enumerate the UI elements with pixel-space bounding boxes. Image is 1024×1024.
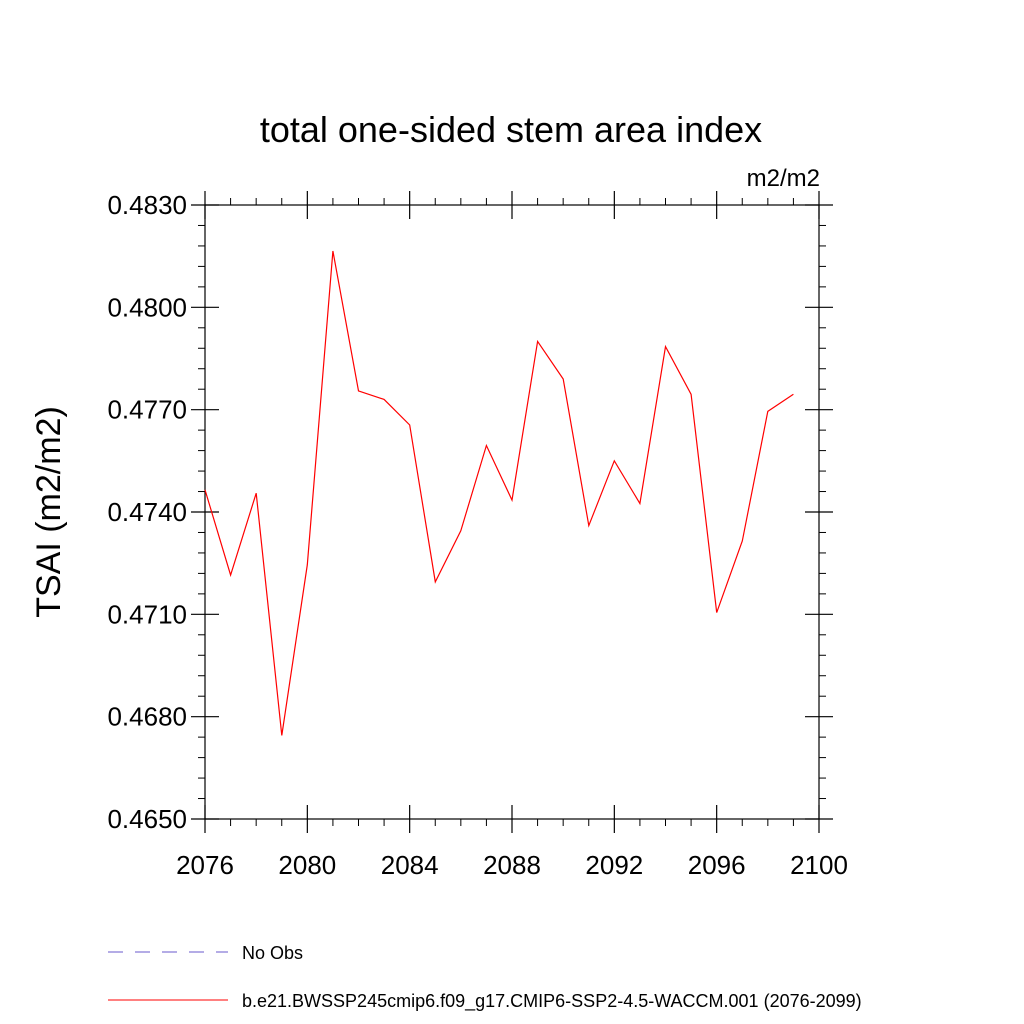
series-layer [204,250,794,736]
units-label: m2/m2 [747,165,820,192]
legend-label: No Obs [242,943,303,963]
y-tick-label: 0.4740 [107,497,187,527]
y-tick-label: 0.4800 [107,292,187,322]
series-line [204,250,794,736]
y-axis-label: TSAI (m2/m2) [30,406,68,618]
y-tick-label: 0.4830 [107,190,187,220]
x-axis: 2076 2080 2084 2088 2092 2096 2100 [176,191,848,880]
x-tick-label: 2076 [176,850,234,880]
y-tick-label: 0.4680 [107,702,187,732]
legend-label: b.e21.BWSSP245cmip6.f09_g17.CMIP6-SSP2-4… [242,991,862,1012]
x-tick-label: 2088 [483,850,541,880]
x-tick-label: 2092 [585,850,643,880]
x-tick-label: 2080 [278,850,336,880]
y-tick-label: 0.4710 [107,599,187,629]
chart-title: total one-sided stem area index [260,109,762,150]
x-tick-label: 2100 [790,850,848,880]
y-tick-label: 0.4770 [107,395,187,425]
x-tick-label: 2096 [688,850,746,880]
y-axis: 0.4650 0.4680 0.4710 0.4740 0.4770 0.4800 0.48… [107,190,833,834]
x-tick-label: 2084 [381,850,439,880]
legend: No Obs b.e21.BWSSP245cmip6.f09_g17.CMIP6-… [108,943,862,1012]
plot-frame [204,204,820,820]
y-tick-label: 0.4650 [107,804,187,834]
